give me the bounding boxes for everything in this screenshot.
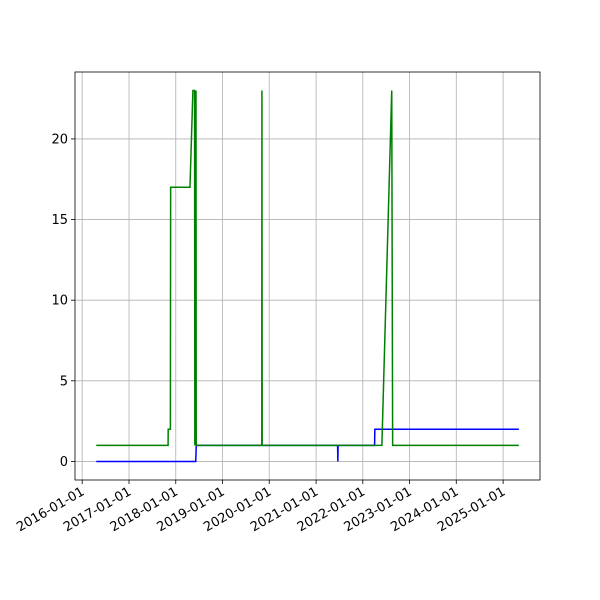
- y-tick-label: 5: [60, 374, 68, 389]
- line-series: [96, 89, 519, 447]
- y-tick-label: 20: [51, 132, 68, 147]
- y-tick-label: 0: [60, 455, 68, 470]
- plot-frame: [74, 71, 541, 481]
- y-tick-label: 15: [51, 213, 68, 228]
- line-series: [96, 428, 519, 463]
- y-tick-label: 10: [51, 294, 68, 309]
